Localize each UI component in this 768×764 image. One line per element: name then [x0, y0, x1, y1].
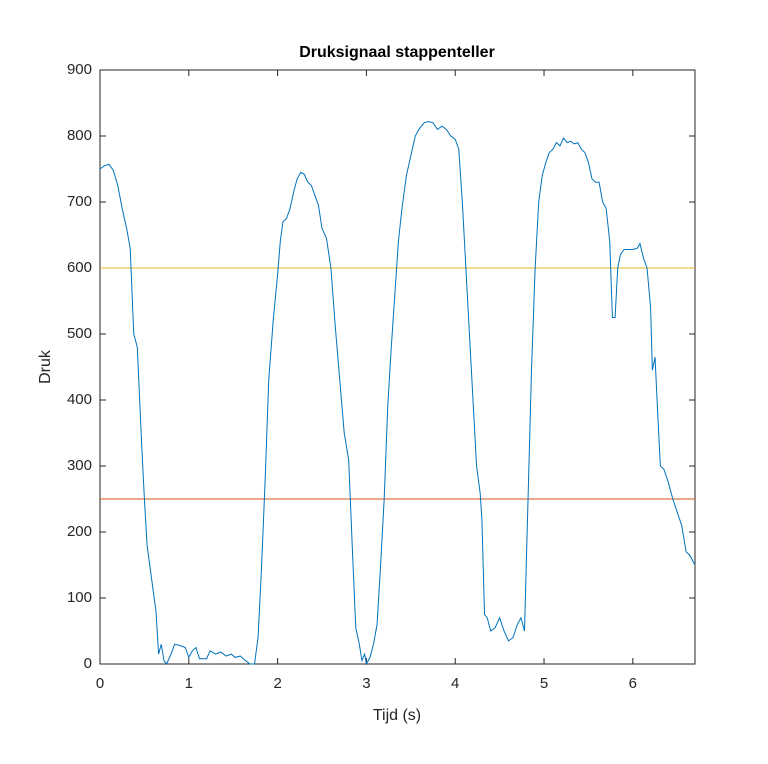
x-tick-label: 4 — [451, 675, 459, 692]
x-tick-label: 0 — [96, 675, 104, 692]
x-tick-label: 6 — [629, 675, 637, 692]
y-tick-label: 800 — [67, 127, 92, 144]
chart-title: Druksignaal stappenteller — [299, 44, 495, 61]
plot-area — [99, 69, 696, 665]
y-tick-label: 900 — [67, 61, 92, 78]
y-axis-label: Druk — [37, 349, 54, 384]
y-tick-label: 200 — [67, 523, 92, 540]
x-tick-label: 5 — [540, 675, 548, 692]
x-tick-label: 3 — [362, 675, 370, 692]
y-tick-label: 300 — [67, 457, 92, 474]
y-tick-label: 600 — [67, 259, 92, 276]
y-tick-label: 100 — [67, 589, 92, 606]
data-line — [99, 120, 696, 666]
x-tick-label: 2 — [273, 675, 281, 692]
x-tick-label: 1 — [185, 675, 193, 692]
y-tick-label: 400 — [67, 391, 92, 408]
y-tick-label: 0 — [84, 655, 92, 672]
x-axis-label: Tijd (s) — [373, 707, 421, 724]
y-tick-label: 700 — [67, 193, 92, 210]
y-tick-label: 500 — [67, 325, 92, 342]
